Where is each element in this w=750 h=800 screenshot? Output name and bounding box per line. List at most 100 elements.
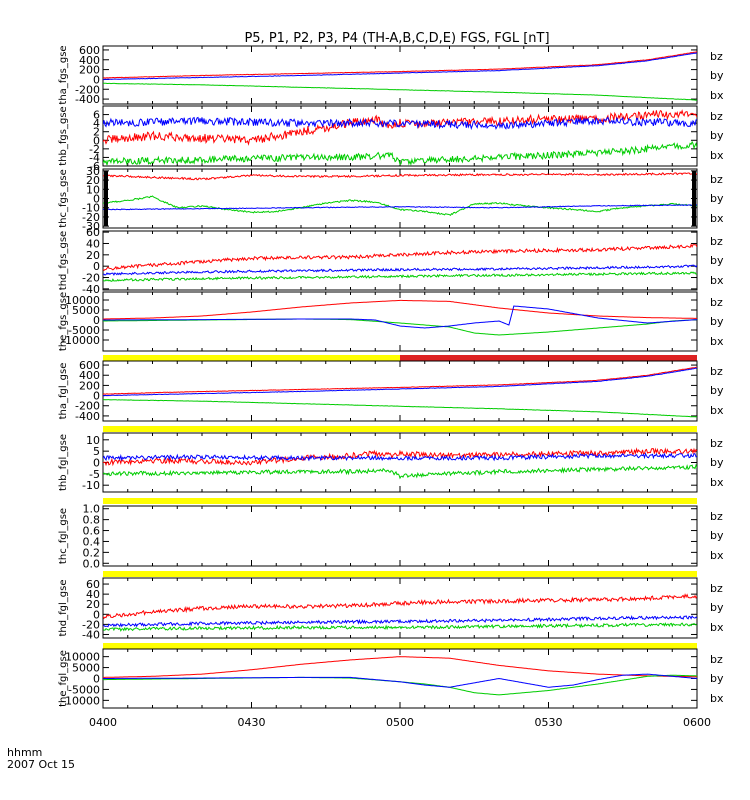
- legend-by: by: [710, 601, 724, 614]
- y-axis-label: thb_fgs_gse: [58, 106, 69, 165]
- legend-bx: bx: [710, 621, 724, 634]
- x-axis: 0400 0430 0500 0530 0600: [89, 716, 711, 729]
- y-tick-label: 5000: [72, 304, 100, 317]
- y-tick-label: -5: [89, 468, 100, 481]
- legend-bx: bx: [710, 212, 724, 225]
- legend-bx: bx: [710, 274, 724, 287]
- y-tick-label: 0: [93, 260, 100, 273]
- y-tick-label: -5000: [68, 683, 100, 696]
- y-tick-label: -40: [82, 283, 100, 296]
- y-tick-label: 10000: [65, 294, 100, 307]
- legend-by: by: [710, 672, 724, 685]
- y-tick-label: 0: [93, 457, 100, 470]
- status-bar-yellow: [103, 571, 697, 577]
- y-tick-label: -20: [82, 618, 100, 631]
- status-bar-yellow: [103, 426, 697, 432]
- legend-bx: bx: [710, 476, 724, 489]
- legend-bz: bz: [710, 437, 723, 450]
- y-tick-label: 5000: [72, 662, 100, 675]
- y-axis-label: thd_fgl_gse: [58, 580, 69, 637]
- y-tick-label: 600: [79, 359, 100, 372]
- y-axis-label: tha_fgs_gse: [58, 45, 69, 104]
- y-tick-label: 60: [86, 226, 100, 239]
- y-axis-label: tha_fgl_gse: [58, 363, 69, 420]
- series-bz: [103, 172, 697, 181]
- legend-bx: bx: [710, 89, 724, 102]
- y-tick-label: 4: [93, 117, 100, 130]
- y-tick-label: -20: [82, 211, 100, 224]
- plot-title: P5, P1, P2, P3, P4 (TH-A,B,C,D,E) FGS, F…: [244, 31, 549, 46]
- y-tick-label: 0: [93, 73, 100, 86]
- series-by: [103, 195, 697, 216]
- x-axis-label-hhmm: hhmm: [7, 746, 42, 759]
- y-tick-label: 0.8: [83, 514, 101, 527]
- legend-bx: bx: [710, 549, 724, 562]
- series-bz: [103, 243, 697, 271]
- x-tick-label: 0530: [535, 716, 563, 729]
- series-bz: [103, 109, 697, 146]
- series-bx: [103, 614, 697, 628]
- legend-bz: bz: [710, 235, 723, 248]
- legend-bx: bx: [710, 149, 724, 162]
- status-bar-yellow: [103, 643, 697, 649]
- y-tick-label: -40: [82, 628, 100, 641]
- series-by: [103, 140, 697, 166]
- status-bar-yellow: [103, 498, 697, 504]
- y-tick-label: 200: [79, 64, 100, 77]
- y-tick-label: -10000: [61, 334, 100, 347]
- series-by: [103, 398, 697, 418]
- y-tick-label: -6: [89, 160, 100, 173]
- y-tick-label: 10: [86, 183, 100, 196]
- panel-frame: [102, 505, 698, 567]
- legend-bx: bx: [710, 335, 724, 348]
- legend-bz: bz: [710, 510, 723, 523]
- series-bx: [103, 52, 697, 81]
- y-tick-label: 40: [86, 588, 100, 601]
- data-gap-marker-right: [692, 171, 696, 226]
- y-tick-label: 0.2: [83, 546, 101, 559]
- y-axis-label: the_fgl_gse: [58, 650, 69, 707]
- x-tick-label: 0500: [386, 716, 414, 729]
- x-tick-label: 0600: [683, 716, 711, 729]
- y-tick-label: 6: [93, 109, 100, 122]
- legend-bz: bz: [710, 173, 723, 186]
- y-tick-label: 20: [86, 174, 100, 187]
- y-tick-label: 0: [93, 390, 100, 403]
- y-axis-label: thc_fgs_gse: [58, 169, 69, 228]
- series-bz: [103, 656, 697, 678]
- series-by: [103, 622, 697, 632]
- y-tick-label: 0: [93, 314, 100, 327]
- series-bx: [103, 116, 697, 131]
- legend-by: by: [710, 254, 724, 267]
- y-tick-label: 0.6: [83, 525, 101, 538]
- legend-bz: bz: [710, 110, 723, 123]
- x-tick-label: 0400: [89, 716, 117, 729]
- y-tick-label: 0: [93, 134, 100, 147]
- series-bx: [103, 452, 697, 462]
- y-tick-label: 1.0: [83, 503, 101, 516]
- y-tick-label: 5: [93, 445, 100, 458]
- series-by: [103, 271, 697, 282]
- series-bx: [103, 204, 697, 211]
- legend-by: by: [710, 529, 724, 542]
- legend-bz: bz: [710, 653, 723, 666]
- legend-by: by: [710, 192, 724, 205]
- y-tick-label: -10: [82, 479, 100, 492]
- series-bz: [103, 51, 697, 79]
- series-by: [103, 82, 697, 101]
- y-tick-label: 600: [79, 44, 100, 57]
- series-bx: [103, 673, 697, 688]
- y-tick-label: 2: [93, 126, 100, 139]
- y-axis-label: thc_fgl_gse: [58, 508, 69, 564]
- y-tick-label: 0: [93, 608, 100, 621]
- y-tick-label: 10: [86, 434, 100, 447]
- y-tick-label: 40: [86, 237, 100, 250]
- y-axis-label: thd_fgs_gse: [58, 231, 69, 290]
- x-axis-label-date: 2007 Oct 15: [7, 758, 75, 771]
